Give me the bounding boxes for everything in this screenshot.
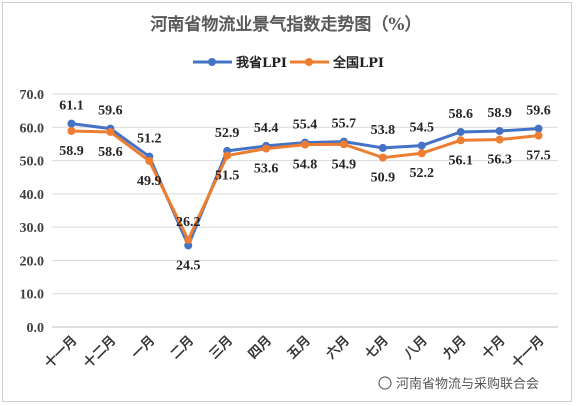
data-point-series-2 (145, 156, 154, 165)
y-tick-label: 60.0 (20, 121, 45, 136)
data-point-series-2 (339, 140, 348, 149)
x-tick-label: 三月 (207, 333, 236, 362)
data-label-series-2: 54.8 (293, 158, 318, 173)
x-tick-label: 十二月 (80, 333, 119, 372)
data-point-series-1 (417, 141, 426, 150)
data-label-series-2: 49.9 (137, 174, 162, 189)
data-label-series-2: 50.9 (371, 171, 396, 186)
data-point-series-2 (301, 140, 309, 149)
y-tick-label: 50.0 (20, 155, 45, 170)
y-tick-label: 40.0 (20, 188, 45, 203)
data-label-series-2: 58.9 (59, 144, 84, 159)
data-label-series-1: 51.2 (137, 132, 162, 147)
data-label-series-1: 59.6 (98, 104, 123, 119)
data-point-series-2 (417, 149, 426, 158)
x-tick-label: 九月 (440, 333, 470, 363)
data-label-series-2: 57.5 (526, 149, 551, 164)
legend-marker-series-1 (208, 58, 216, 66)
gridlines (52, 93, 558, 328)
data-point-series-1 (495, 126, 504, 135)
data-point-series-1 (456, 127, 465, 136)
chart-frame (2, 2, 572, 402)
legend: 我省LPI 全国LPI (193, 55, 384, 71)
y-tick-label: 20.0 (20, 254, 45, 269)
data-point-series-2 (223, 151, 232, 160)
x-tick-label: 六月 (323, 333, 353, 363)
data-point-series-1 (378, 143, 387, 152)
data-point-series-1 (67, 119, 76, 128)
y-tick-label: 70.0 (20, 88, 45, 103)
data-label-series-2: 52.2 (410, 166, 435, 181)
data-label-series-2: 56.3 (487, 153, 512, 168)
watermark-text: 河南省物流与采购联合会 (396, 376, 539, 392)
y-tick-label: 10.0 (20, 288, 45, 303)
chart-title: 河南省物流业景气指数走势图（%） (150, 14, 421, 35)
data-label-series-1: 54.5 (410, 121, 435, 136)
data-point-series-2 (262, 144, 271, 153)
data-point-series-2 (184, 235, 193, 244)
y-tick-label: 0.0 (27, 321, 45, 336)
x-tick-label: 五月 (285, 333, 314, 362)
data-point-series-2 (495, 135, 504, 144)
data-point-series-2 (378, 153, 387, 162)
data-label-series-1: 59.6 (526, 104, 551, 119)
data-label-series-2: 54.9 (332, 157, 357, 172)
data-label-series-1: 53.8 (371, 123, 396, 138)
data-point-series-1 (534, 124, 543, 133)
x-tick-label: 十月 (479, 333, 509, 363)
x-tick-label: 八月 (401, 333, 431, 363)
plot-area: 61.1 58.9 59.6 58.6 51.2 49.9 24.5 26.2 52.9 51.5… (59, 99, 551, 274)
x-tick-label: 四月 (246, 333, 275, 362)
x-tick-label: 七月 (363, 333, 392, 362)
data-label-series-1: 61.1 (59, 99, 84, 114)
wechat-icon (378, 376, 392, 390)
data-label-series-2: 56.1 (448, 153, 473, 168)
x-tick-label: 十一月 (41, 333, 80, 372)
legend-label-series-1: 我省LPI (236, 55, 287, 71)
data-point-series-2 (106, 127, 115, 136)
data-point-series-1 (184, 241, 193, 250)
data-label-series-1: 54.4 (254, 121, 279, 136)
legend-item-series-1: 我省LPI (193, 55, 287, 71)
data-label-series-1: 52.9 (215, 126, 240, 141)
data-label-series-2: 26.2 (176, 215, 201, 230)
data-point-series-2 (456, 136, 465, 145)
legend-item-series-2: 全国LPI (290, 55, 384, 71)
x-tick-label: 十一月 (508, 333, 547, 372)
x-tick-label: 一月 (129, 333, 158, 362)
data-label-series-2: 51.5 (215, 169, 240, 184)
data-label-series-2: 53.6 (254, 162, 279, 177)
data-point-series-2 (534, 131, 543, 140)
data-label-series-1: 58.9 (487, 106, 512, 121)
data-label-series-2: 58.6 (98, 145, 123, 160)
legend-marker-series-2 (305, 58, 313, 66)
y-tick-label: 30.0 (20, 221, 45, 236)
x-tick-label: 二月 (168, 333, 197, 362)
data-label-series-1: 55.7 (332, 117, 357, 132)
data-label-series-1: 58.6 (448, 107, 473, 122)
y-axis: 0.0 10.0 20.0 30.0 40.0 50.0 60.0 70.0 (20, 88, 45, 336)
data-label-series-1: 24.5 (176, 258, 201, 273)
data-point-series-2 (67, 126, 76, 135)
legend-label-series-2: 全国LPI (332, 55, 384, 71)
data-label-series-1: 55.4 (293, 118, 318, 133)
x-axis: 十一月 十二月 一月 二月 三月 四月 五月 六月 七月 八月 九月 十月 十一月 (41, 333, 547, 372)
watermark: 河南省物流与采购联合会 (378, 376, 539, 392)
